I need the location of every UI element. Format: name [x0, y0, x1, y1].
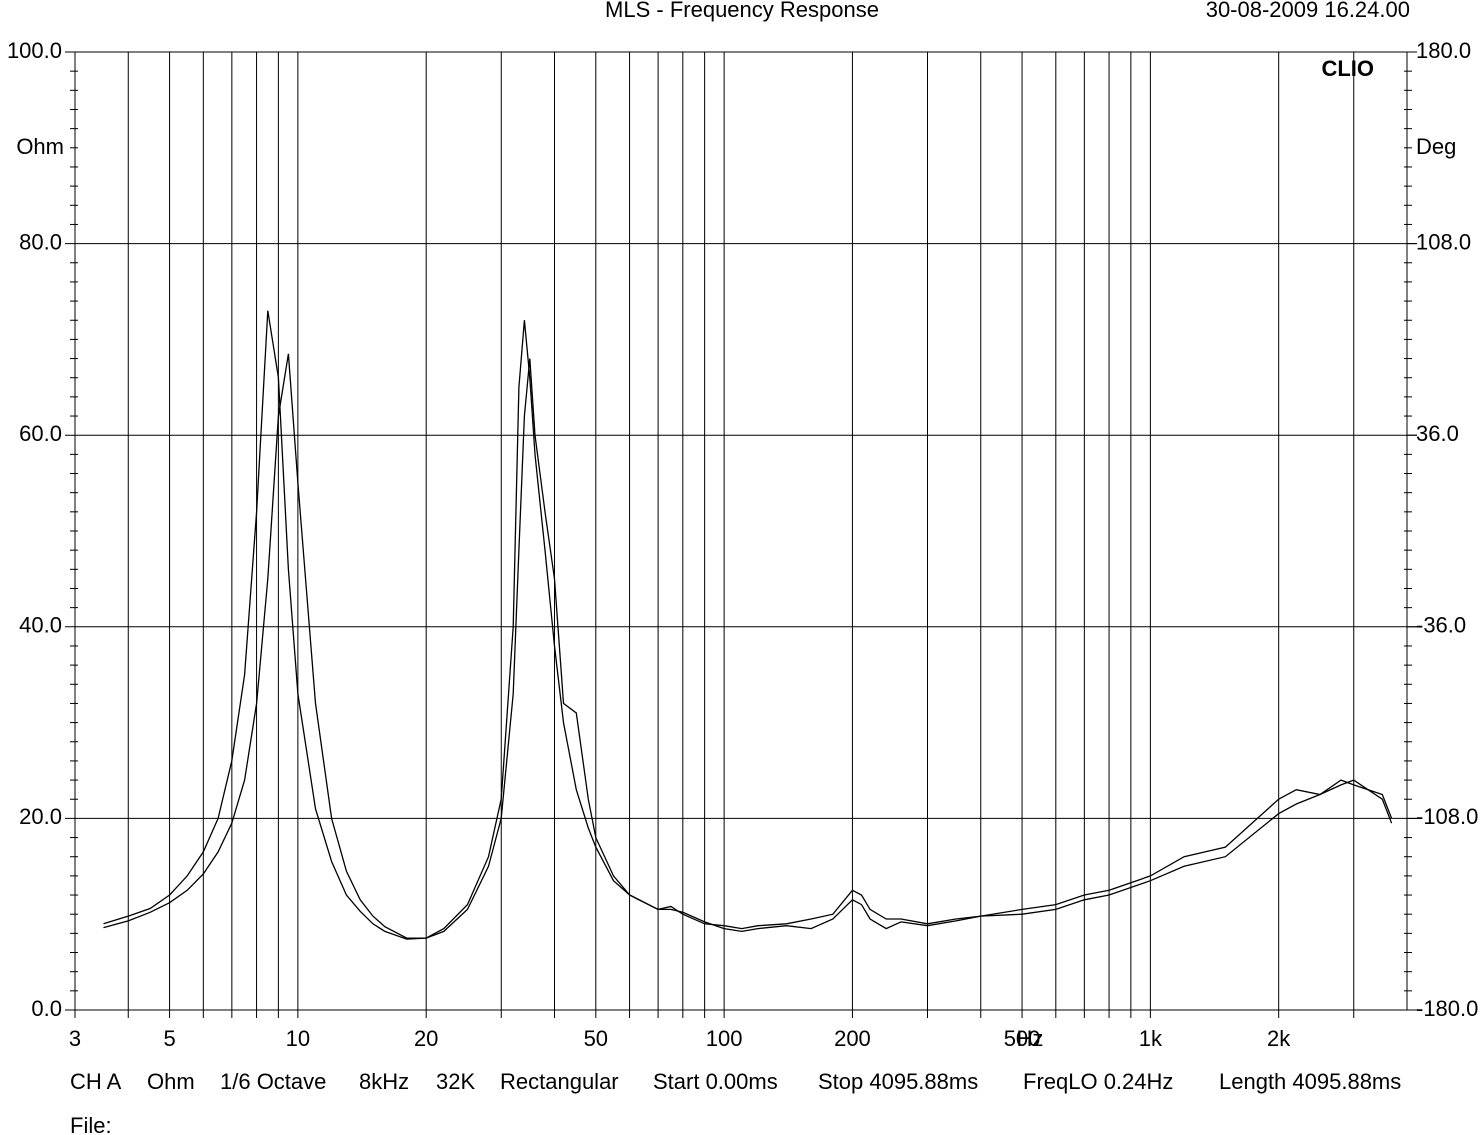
x-tick-label: 100 [706, 1026, 743, 1051]
x-tick-label: 3 [69, 1026, 81, 1051]
y2-tick-label: -108.0 [1416, 804, 1478, 829]
x-tick-label: 500 [1004, 1026, 1041, 1051]
y-tick-label: 0.0 [31, 996, 62, 1021]
curve [103, 310, 1393, 940]
footer-item: Stop 4095.88ms [818, 1069, 978, 1094]
footer-item: Rectangular [500, 1069, 619, 1094]
x-tick-label: 1k [1139, 1026, 1163, 1051]
footer-item: CH A [70, 1069, 122, 1094]
footer-item: FreqLO 0.24Hz [1023, 1069, 1173, 1094]
x-tick-label: 2k [1267, 1026, 1291, 1051]
date: 30-08-2009 16.24.00 [1206, 0, 1410, 22]
y-tick-label: 80.0 [19, 229, 62, 254]
footer-item: 32K [436, 1069, 475, 1094]
footer-item: 1/6 Octave [220, 1069, 326, 1094]
y-tick-label: 40.0 [19, 613, 62, 638]
x-tick-label: 50 [584, 1026, 608, 1051]
chart-title: MLS - Frequency Response [605, 0, 879, 22]
y2-axis-label: Deg [1416, 134, 1456, 159]
y-axis-label: Ohm [16, 134, 64, 159]
footer-item: 8kHz [359, 1069, 409, 1094]
footer-item: Ohm [147, 1069, 195, 1094]
y2-tick-label: 180.0 [1416, 38, 1471, 63]
x-tick-label: 5 [163, 1026, 175, 1051]
x-tick-label: 20 [414, 1026, 438, 1051]
y-tick-label: 60.0 [19, 421, 62, 446]
x-axis-label: Hz [1017, 1026, 1044, 1051]
brand: CLIO [1321, 56, 1374, 81]
x-tick-label: 10 [286, 1026, 310, 1051]
y2-tick-label: 36.0 [1416, 421, 1459, 446]
y-tick-label: 20.0 [19, 804, 62, 829]
y2-tick-label: -36.0 [1416, 613, 1466, 638]
footer-item: Length 4095.88ms [1219, 1069, 1401, 1094]
file-label: File: [70, 1113, 112, 1135]
x-tick-label: 200 [834, 1026, 871, 1051]
footer-item: Start 0.00ms [653, 1069, 778, 1094]
y2-tick-label: 108.0 [1416, 229, 1471, 254]
curve [103, 353, 1393, 939]
y-tick-label: 100.0 [7, 38, 62, 63]
y2-tick-label: -180.0 [1416, 996, 1478, 1021]
